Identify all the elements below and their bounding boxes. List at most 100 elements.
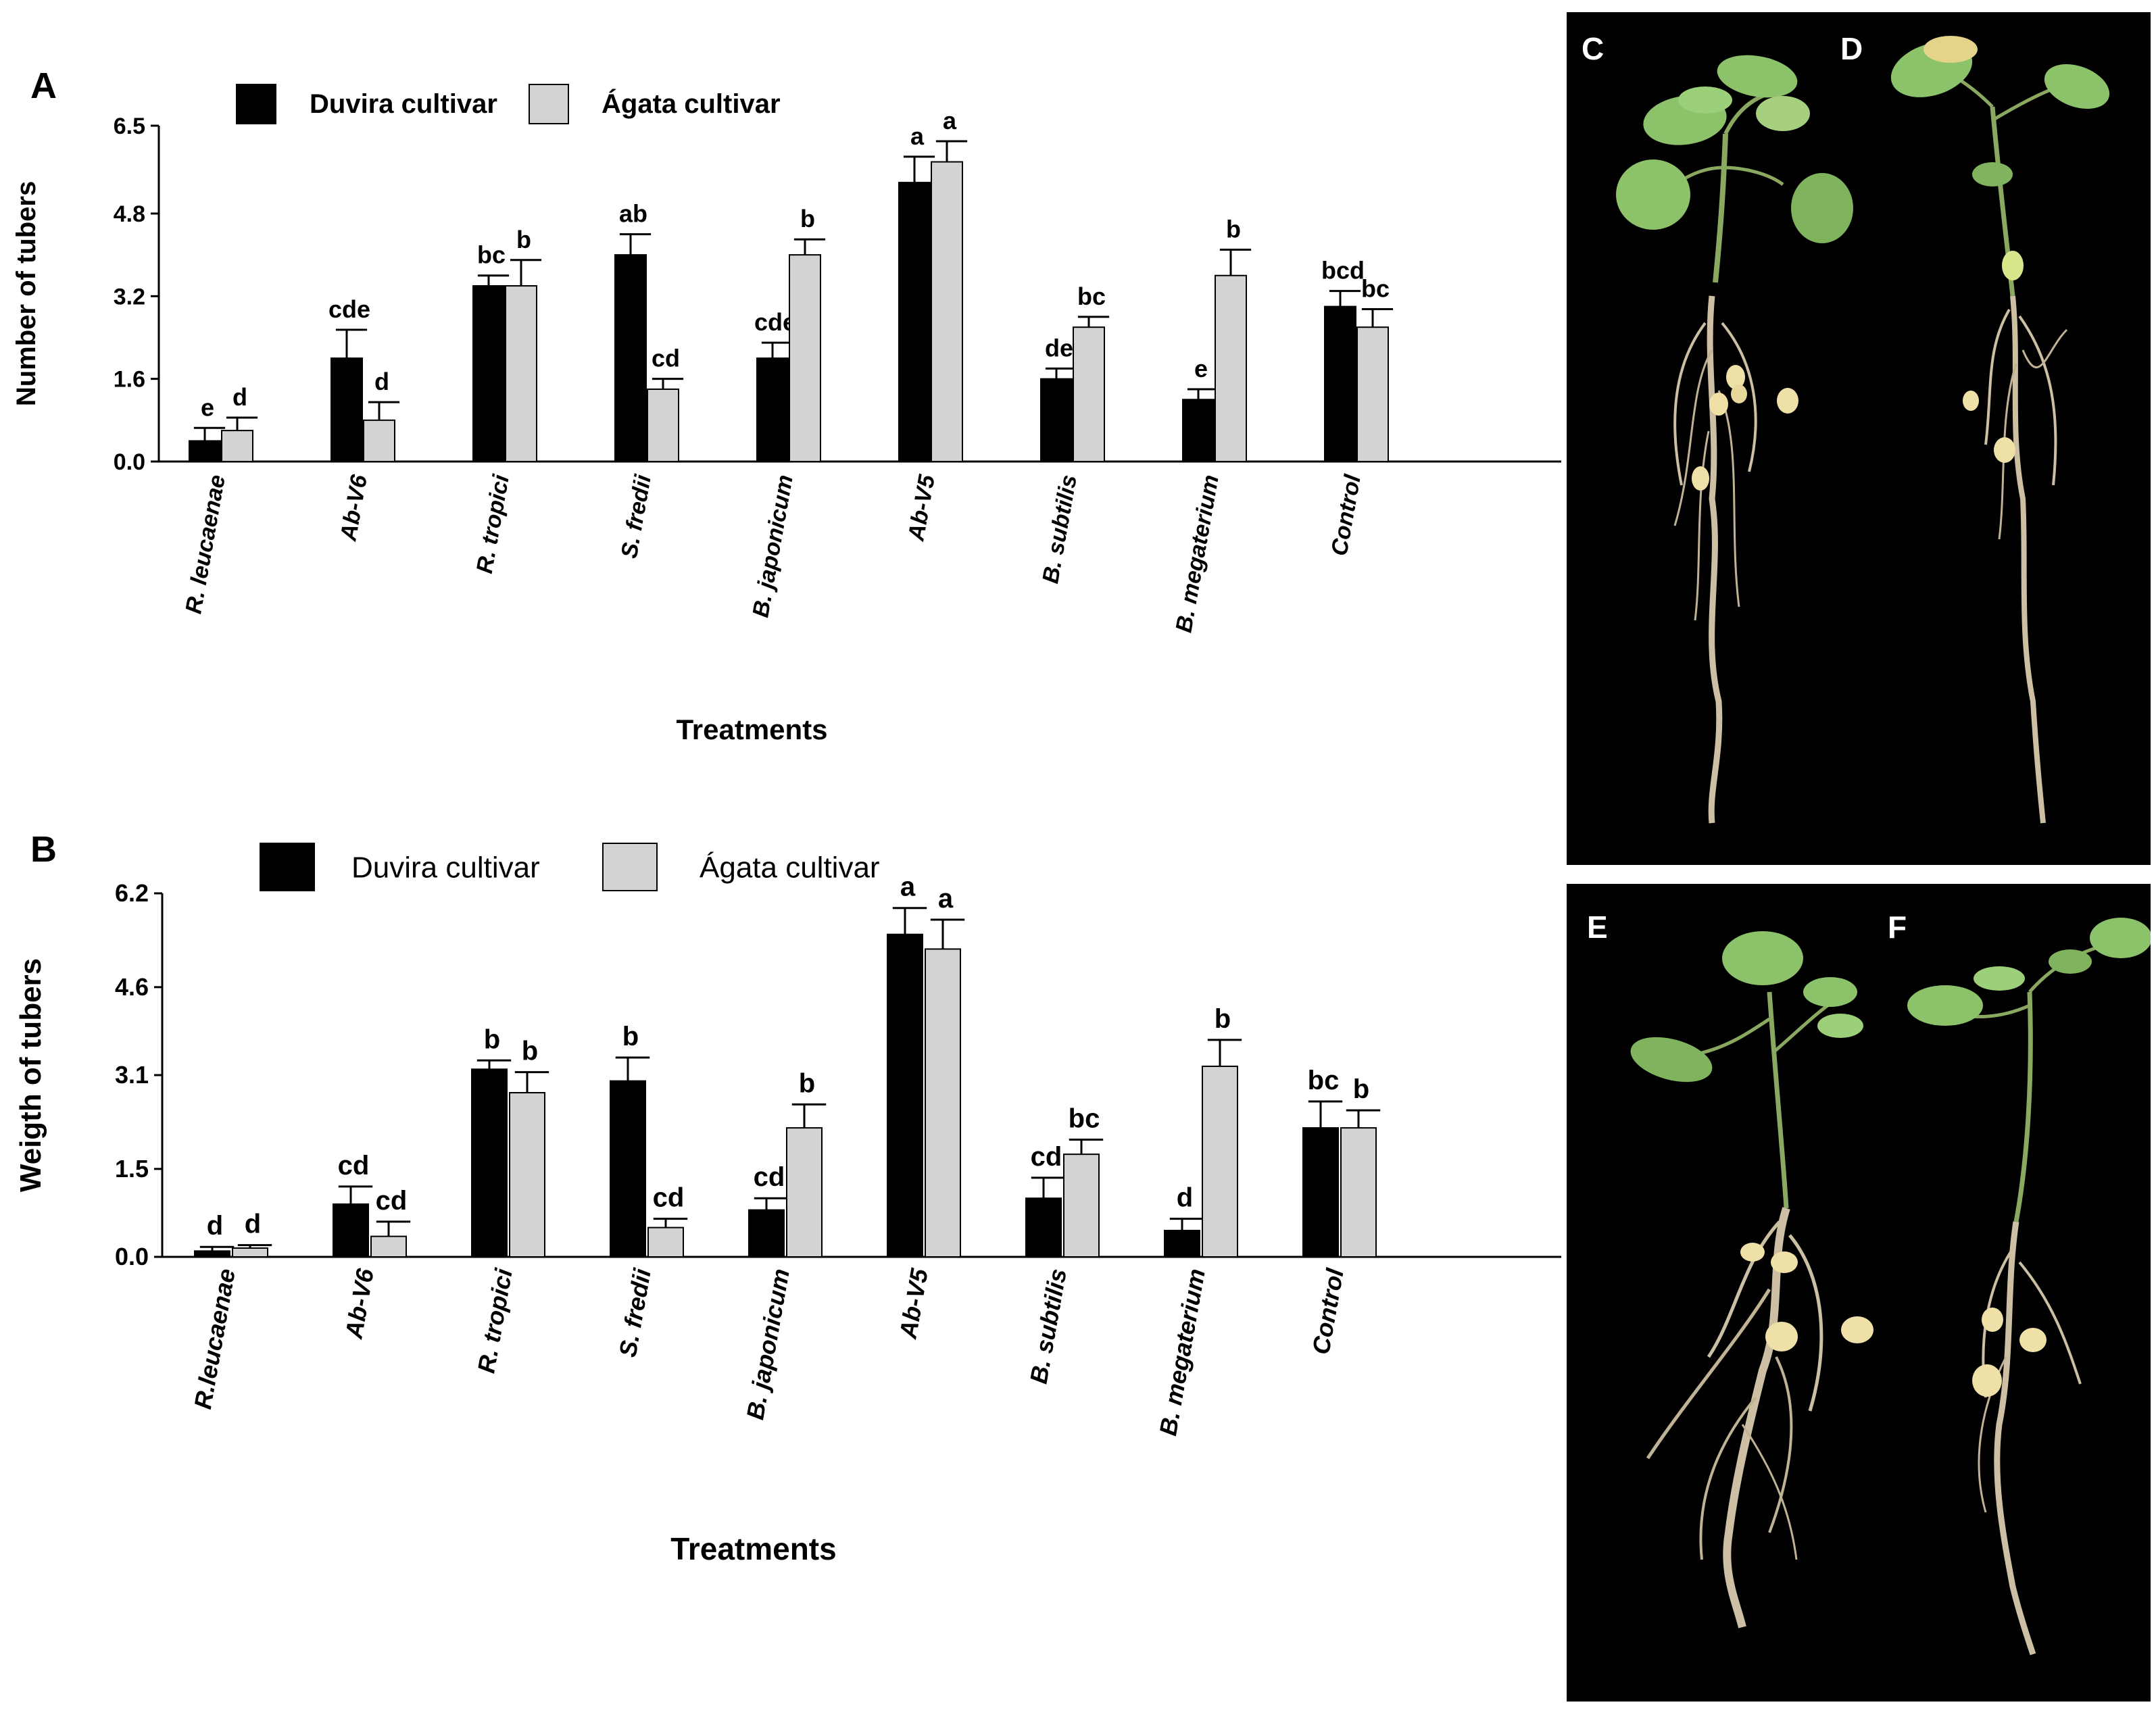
significance-letter: d <box>207 1211 223 1241</box>
x-tick-label: R. leucaenae <box>180 473 230 616</box>
significance-letter: cd <box>653 1183 685 1213</box>
significance-letter: bc <box>1361 274 1390 302</box>
legend-label-agata: Ágata cultivar <box>602 89 781 119</box>
significance-letter: e <box>201 393 214 421</box>
significance-letter: d <box>245 1210 261 1239</box>
bar-duvira <box>330 357 363 462</box>
bar-duvira <box>333 1203 369 1258</box>
bar-agata <box>505 285 537 462</box>
x-tick-label: Control <box>1326 472 1366 557</box>
bar-duvira <box>756 357 789 462</box>
bar-duvira <box>1164 1229 1200 1258</box>
significance-letter: b <box>800 205 815 232</box>
significance-letter: cde <box>328 295 370 323</box>
bar-agata <box>1073 326 1105 463</box>
x-tick-label: R. tropici <box>472 1266 518 1375</box>
y-axis-label: Weigth of tubers <box>14 958 47 1192</box>
photo-label-c: C <box>1582 31 1604 66</box>
panel-label: B <box>30 829 57 870</box>
bar-agata <box>786 1127 823 1258</box>
y-tick-label: 6.5 <box>114 114 145 139</box>
legend-swatch-duvira <box>236 84 276 124</box>
x-tick-label: B. subtilis <box>1037 473 1082 586</box>
photo-label-d: D <box>1840 31 1863 66</box>
bar-duvira <box>189 440 221 463</box>
significance-letter: b <box>622 1022 639 1051</box>
bar-agata <box>925 948 961 1258</box>
significance-letter: d <box>374 368 389 395</box>
significance-letter: a <box>910 122 925 150</box>
significance-letter: b <box>484 1024 500 1054</box>
bar-agata <box>1202 1065 1238 1258</box>
x-tick-label: Ab-V6 <box>339 1266 379 1341</box>
bar-duvira <box>1302 1127 1339 1258</box>
y-tick-label: 4.6 <box>115 973 149 1001</box>
plant-f-illustration <box>1907 918 2151 1656</box>
y-tick-label: 0.0 <box>115 1243 149 1270</box>
x-tick-label: B. japonicum <box>741 1266 795 1422</box>
photo-plants-c-d: C D <box>1582 31 2110 824</box>
x-tick-label: B. megaterium <box>1154 1266 1210 1437</box>
plant-e-illustration <box>1630 931 1873 1629</box>
y-tick-label: 6.2 <box>115 879 149 907</box>
bar-duvira <box>471 1068 508 1258</box>
legend-label-agata: Ágata cultivar <box>700 851 880 884</box>
bar-agata <box>509 1092 545 1258</box>
significance-letter: b <box>1215 1004 1231 1034</box>
legend-swatch-agata <box>602 843 658 891</box>
significance-letter: de <box>1045 334 1073 362</box>
significance-letter: d <box>1177 1183 1193 1213</box>
x-tick-label: S. fredii <box>616 472 656 560</box>
photo-label-e: E <box>1587 910 1608 945</box>
bar-agata <box>1063 1153 1100 1258</box>
bar-duvira <box>472 285 505 462</box>
bar-agata <box>647 388 679 463</box>
photo-panel-bottom: E F <box>1567 884 2151 1702</box>
panel-label: A <box>30 66 57 106</box>
plant-d-illustration <box>1890 36 2110 824</box>
bar-agata <box>789 254 821 462</box>
bar-agata <box>232 1247 268 1258</box>
bar-duvira <box>898 182 931 462</box>
significance-letter: b <box>799 1068 815 1098</box>
significance-letter: b <box>1226 216 1241 243</box>
x-tick-label: Ab-V5 <box>903 472 940 543</box>
y-tick-label: 0.0 <box>114 449 145 475</box>
x-tick-label: Ab-V6 <box>335 472 372 543</box>
legend-swatch-duvira <box>260 843 315 891</box>
x-tick-label: S. fredii <box>614 1266 656 1359</box>
x-tick-label: B. megaterium <box>1171 473 1223 635</box>
y-tick-label: 1.6 <box>114 367 145 393</box>
photo-plants-e-f: E F <box>1587 910 2151 1656</box>
plant-c-illustration <box>1616 55 1853 824</box>
y-axis-label: Number of tubers <box>11 181 41 406</box>
significance-letter: cd <box>652 345 680 372</box>
y-tick-label: 4.8 <box>114 201 145 227</box>
x-tick-label: Control <box>1306 1266 1349 1356</box>
bar-agata <box>1356 326 1389 463</box>
significance-letter: cd <box>376 1186 408 1216</box>
significance-letter: b <box>516 226 531 253</box>
bar-duvira <box>1324 305 1356 462</box>
y-tick-label: 3.1 <box>115 1061 149 1089</box>
legend-label-duvira: Duvira cultivar <box>351 851 540 884</box>
significance-letter: cd <box>1031 1142 1062 1172</box>
bar-agata <box>363 419 395 462</box>
x-tick-label: R. tropici <box>472 472 514 575</box>
significance-letter: bc <box>1077 282 1106 310</box>
bar-agata <box>1340 1127 1377 1258</box>
x-tick-label: Ab-V5 <box>893 1266 933 1341</box>
bar-duvira <box>1025 1197 1062 1258</box>
significance-letter: bc <box>477 241 506 269</box>
x-tick-label: B. japonicum <box>748 473 798 620</box>
x-axis-label: Treatments <box>670 1531 836 1566</box>
y-tick-label: 1.5 <box>115 1155 149 1183</box>
bar-duvira <box>1182 399 1215 462</box>
bar-agata <box>647 1226 684 1258</box>
photo-label-f: F <box>1888 910 1907 945</box>
bar-agata <box>931 161 963 462</box>
significance-letter: ab <box>619 200 647 228</box>
bar-duvira <box>1040 378 1073 463</box>
